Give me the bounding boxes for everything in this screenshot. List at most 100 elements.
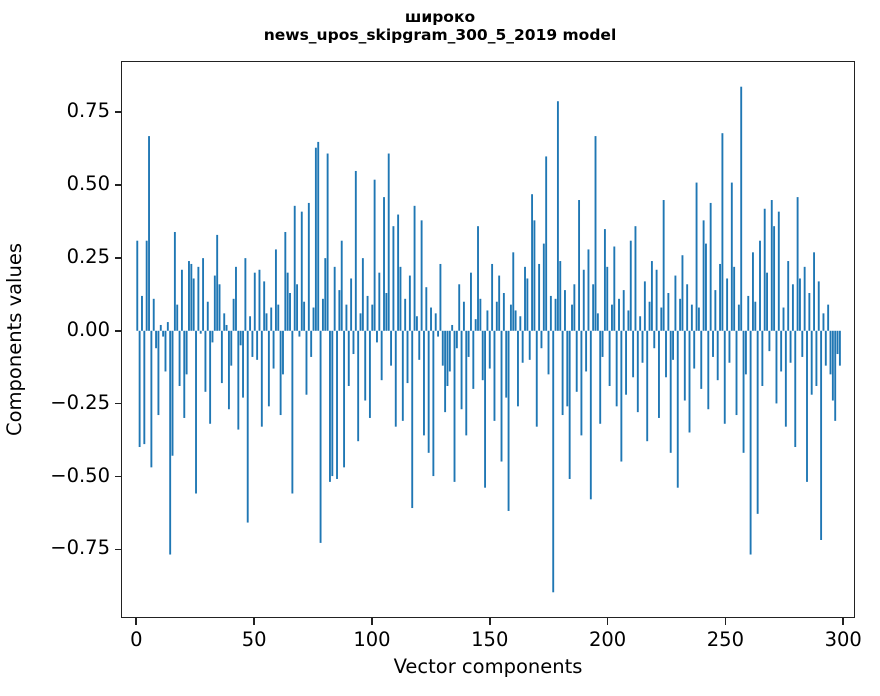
bar [364, 330, 367, 401]
bar [272, 330, 275, 369]
bar [721, 133, 724, 331]
bar [462, 301, 465, 331]
bar [333, 266, 336, 331]
bar [448, 330, 451, 372]
bar [136, 240, 139, 331]
bar [350, 278, 353, 331]
bar [427, 330, 430, 453]
bar [808, 293, 811, 331]
bar-series-canvas [136, 86, 841, 593]
bar [723, 330, 726, 424]
bar [564, 290, 566, 331]
bar [836, 330, 839, 355]
bar [740, 86, 743, 331]
bar [789, 330, 792, 363]
bar [571, 304, 573, 331]
bar [324, 258, 327, 331]
y-axis: 0.75 0.50 0.25 0.00 −0.25 −0.50 −0.75 [0, 61, 121, 618]
bar [648, 301, 651, 331]
bar [730, 182, 733, 331]
bar [611, 304, 613, 331]
bar [733, 266, 736, 331]
bar [446, 330, 449, 386]
x-tick-mark [371, 618, 373, 625]
bar [674, 275, 677, 331]
y-tick-mark [114, 111, 121, 113]
chart-title-line-2: news_upos_skipgram_300_5_2019 model [263, 26, 617, 45]
bar [676, 330, 679, 488]
bar [293, 205, 296, 331]
bar [152, 298, 155, 331]
bar [298, 330, 301, 337]
bar [317, 141, 320, 331]
bar [566, 330, 569, 407]
x-tick-mark [606, 618, 609, 625]
bar [423, 330, 425, 436]
bar [726, 278, 729, 331]
bar [249, 316, 252, 331]
bar [578, 200, 581, 331]
bar [460, 330, 463, 410]
bar [239, 330, 242, 346]
bar [277, 304, 280, 331]
bar [639, 316, 642, 331]
bar [397, 214, 400, 331]
bar [420, 220, 423, 331]
bar [632, 330, 635, 378]
bar [509, 304, 512, 331]
bar [380, 330, 383, 381]
bar [620, 330, 623, 462]
bar [347, 330, 350, 386]
bar [782, 307, 785, 331]
bar [608, 330, 611, 386]
x-tick-mark [488, 618, 491, 625]
bar [279, 330, 282, 416]
bar [613, 246, 616, 331]
bar [218, 284, 221, 331]
bar [453, 330, 456, 482]
bar [545, 156, 548, 331]
bar [796, 197, 799, 331]
bar [660, 307, 663, 331]
bar [244, 258, 247, 331]
bar [282, 330, 284, 375]
bar [524, 266, 526, 331]
bar [307, 202, 310, 331]
bar [157, 330, 160, 416]
bar [829, 330, 832, 375]
bar [683, 330, 686, 401]
bar [653, 330, 656, 349]
bar [737, 304, 740, 331]
bar [206, 301, 209, 331]
bar [665, 330, 667, 378]
bar [838, 330, 841, 366]
bar [354, 170, 357, 331]
bar [155, 330, 158, 349]
bar [270, 307, 273, 331]
bar [171, 330, 174, 456]
bar [834, 330, 837, 421]
bar [345, 304, 348, 331]
bar [766, 272, 768, 331]
bar [336, 330, 338, 479]
bar [824, 330, 827, 366]
bar [148, 136, 150, 331]
bar [559, 261, 562, 331]
bar [211, 330, 214, 343]
bar [493, 330, 496, 421]
x-tick-label: 250 [706, 628, 745, 651]
bar [495, 301, 498, 331]
y-tick-label: −0.25 [50, 390, 110, 414]
bar [658, 330, 660, 418]
x-tick-mark [724, 618, 727, 625]
bar [749, 330, 752, 555]
bar [394, 330, 397, 427]
bar [326, 153, 329, 331]
bar [430, 307, 432, 331]
bar [192, 278, 195, 331]
bar [411, 330, 414, 509]
chart-title: широко news_upos_skipgram_300_5_2019 mod… [0, 8, 880, 45]
bar [162, 330, 165, 337]
bar [681, 255, 684, 331]
